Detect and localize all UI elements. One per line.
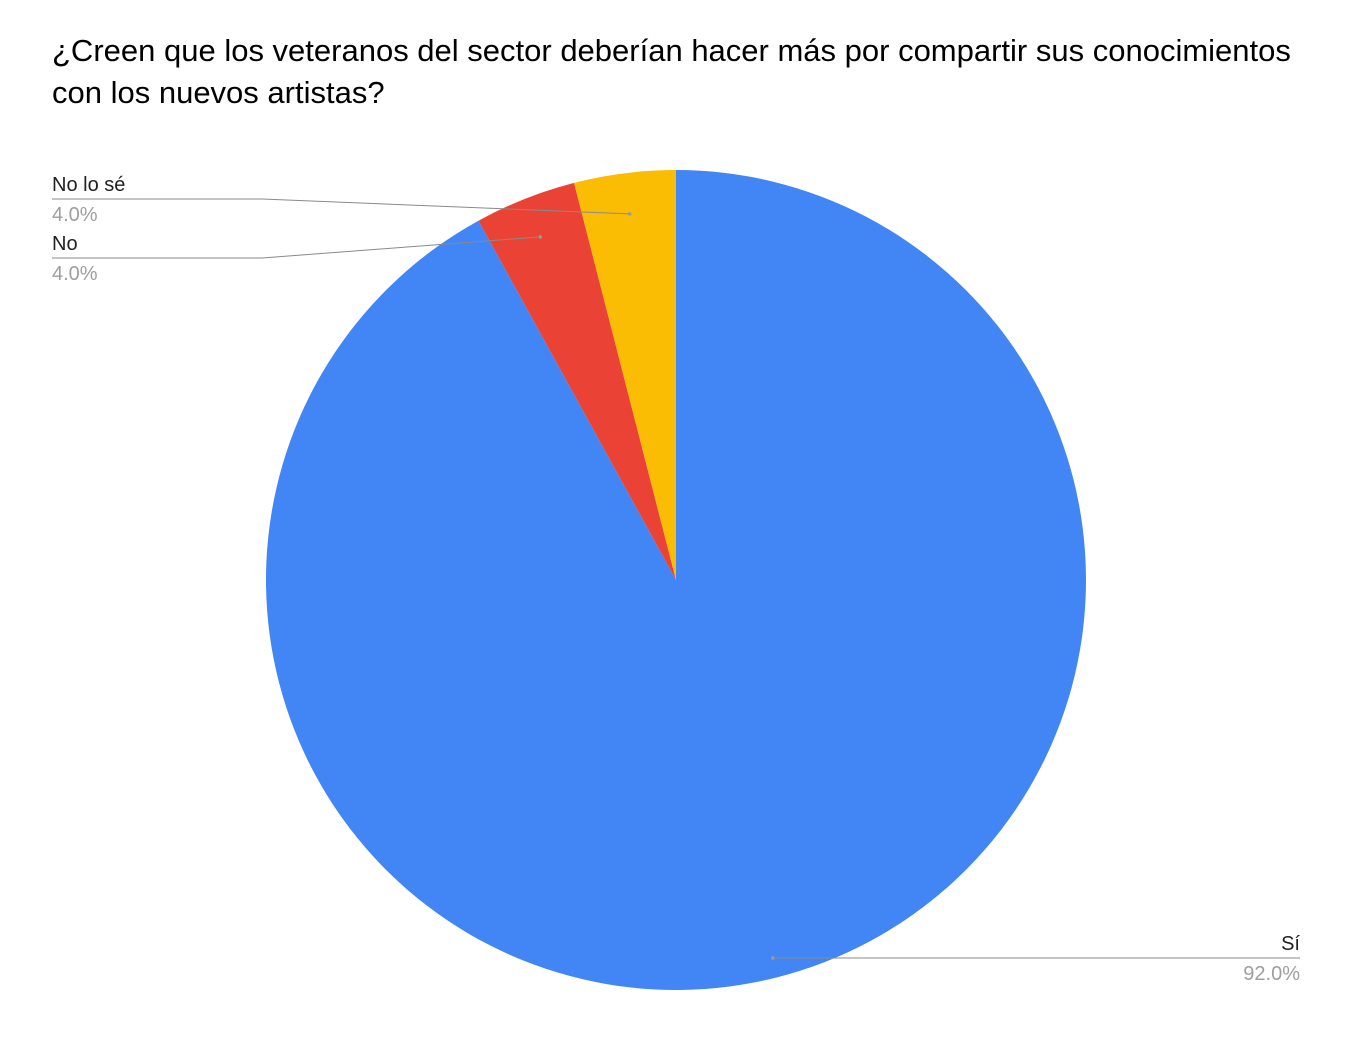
slice-percent-no: 4.0% [52,263,98,285]
callout-labels: Sí 92.0% No 4.0% No lo sé 4.0% [52,174,1300,985]
slice-label-si: Sí [1281,933,1300,955]
pie-slice-si [265,170,1086,990]
pie-slice-no [478,182,676,580]
callout-line-no [52,236,541,259]
slice-percent-si: 92.0% [1243,963,1300,985]
callout-line-no-lo-se [52,198,630,215]
slice-label-no-lo-se: No lo sé [52,174,125,196]
slice-percent-no-lo-se: 4.0% [52,204,98,226]
callout-lines [52,198,1300,960]
chart-title: ¿Creen que los veteranos del sector debe… [52,33,1291,110]
pie-slices [265,170,1086,990]
slice-label-no: No [52,233,78,255]
pie-slice-no-lo-se [574,170,676,580]
